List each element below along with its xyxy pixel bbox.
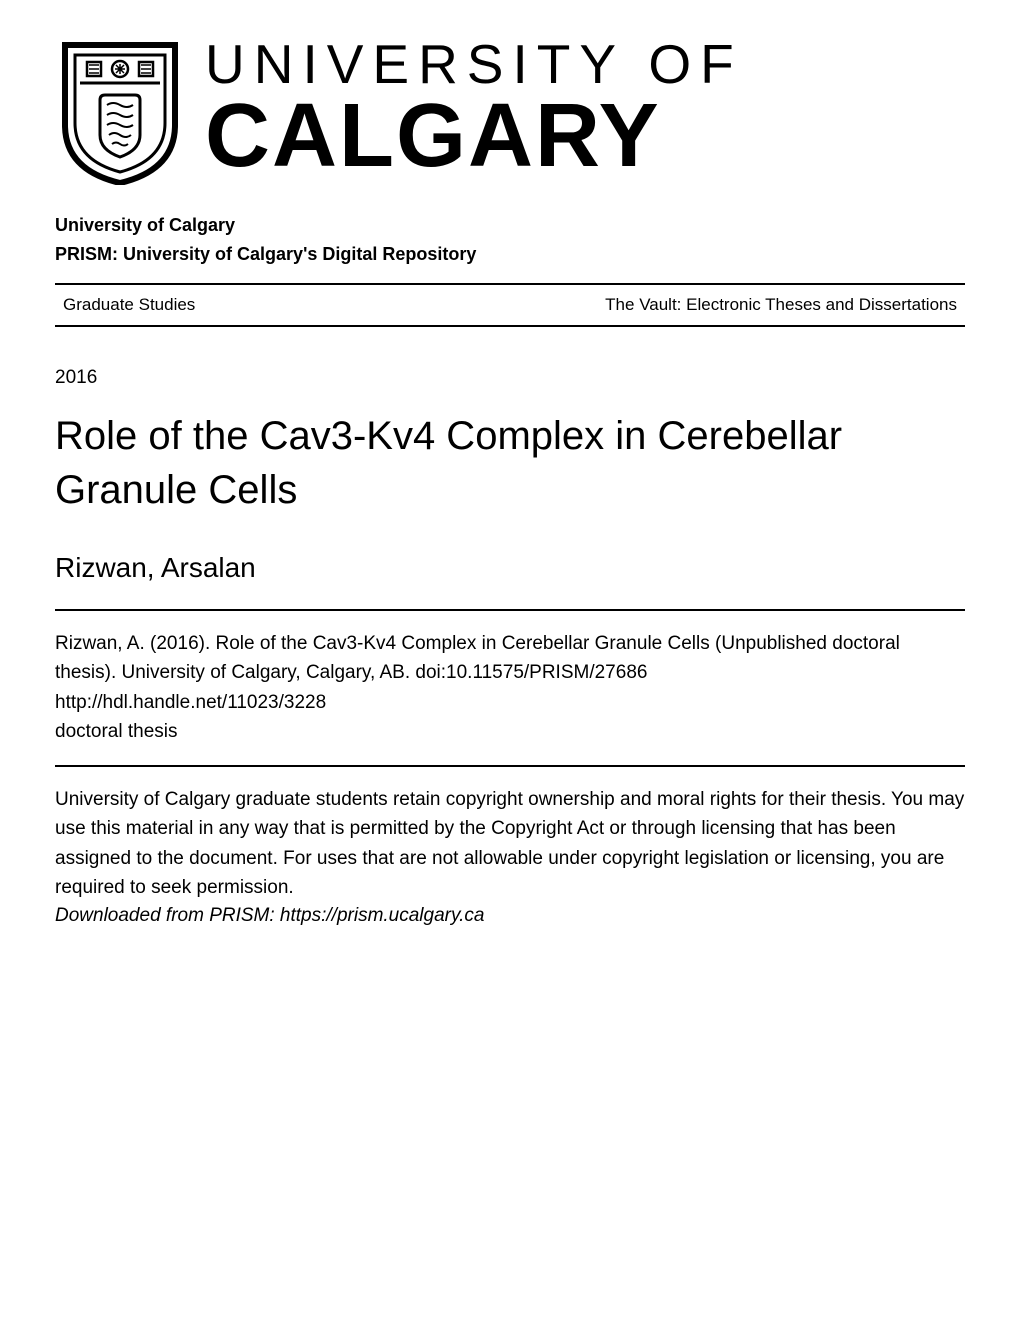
meta-row: Graduate Studies The Vault: Electronic T…: [55, 285, 965, 325]
divider: [55, 325, 965, 327]
institution-name: University of Calgary: [55, 215, 965, 236]
publication-year: 2016: [55, 367, 965, 389]
citation-block: Rizwan, A. (2016). Role of the Cav3-Kv4 …: [55, 611, 965, 765]
university-crest-icon: [55, 35, 185, 185]
citation-type: doctoral thesis: [55, 717, 965, 746]
logo-text: UNIVERSITY OF CALGARY: [205, 36, 743, 183]
citation-text: Rizwan, A. (2016). Role of the Cav3-Kv4 …: [55, 629, 965, 688]
citation-url: http://hdl.handle.net/11023/3228: [55, 688, 965, 717]
author-name: Rizwan, Arsalan: [55, 552, 965, 584]
download-source: Downloaded from PRISM: https://prism.uca…: [55, 905, 965, 927]
repository-name: PRISM: University of Calgary's Digital R…: [55, 244, 965, 265]
meta-right: The Vault: Electronic Theses and Dissert…: [605, 295, 957, 315]
header-logo: UNIVERSITY OF CALGARY: [55, 35, 965, 185]
meta-left: Graduate Studies: [63, 295, 195, 315]
logo-text-bottom: CALGARY: [205, 89, 743, 184]
rights-statement: University of Calgary graduate students …: [55, 767, 965, 903]
document-title: Role of the Cav3-Kv4 Complex in Cerebell…: [55, 409, 965, 517]
